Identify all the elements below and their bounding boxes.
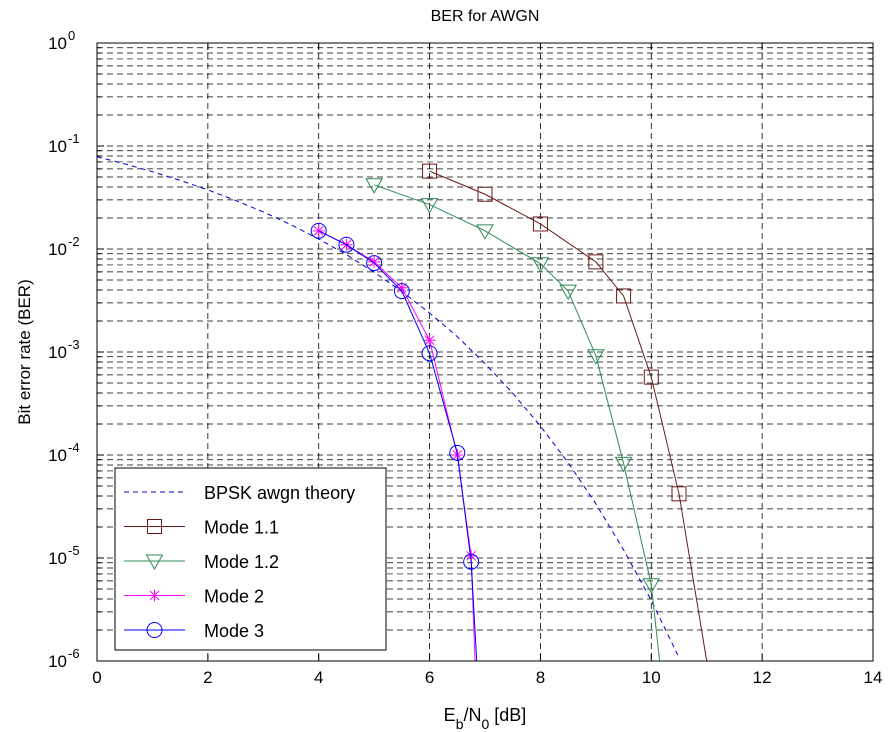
series-2-point [559, 284, 578, 301]
x-tick-label: 4 [314, 668, 323, 687]
y-tick-label: 10 [48, 549, 67, 568]
series-4-point [310, 222, 327, 239]
y-tick-base: 10 [48, 240, 67, 259]
y-tick-base: 10 [48, 549, 67, 568]
x-axis-label-tail: [dB] [489, 705, 526, 725]
axis-ticks [96, 42, 874, 662]
legend-label: Mode 1.2 [204, 552, 279, 572]
y-tick-label: 10 [48, 652, 67, 671]
legend-label: Mode 2 [204, 587, 264, 607]
x-tick-label: 8 [536, 668, 545, 687]
series-2-point [614, 456, 633, 473]
series-3-point [395, 281, 408, 294]
legend-marker-4 [146, 622, 163, 638]
series-line-0 [96, 156, 680, 658]
legend-marker-3 [148, 589, 161, 602]
y-tick-exponent: -2 [68, 234, 80, 249]
x-axis-label-main: E [444, 705, 456, 725]
series-4-point [449, 444, 466, 461]
y-tick-base: 10 [48, 343, 67, 362]
x-tick-label: 6 [425, 668, 434, 687]
x-axis-label-sub2: 0 [481, 716, 489, 732]
y-axis-label: Bit error rate (BER) [15, 279, 34, 424]
x-tick-label: 12 [753, 668, 772, 687]
chart-title: BER for AWGN [431, 8, 540, 25]
y-tick-base: 10 [48, 652, 67, 671]
y-tick-exponent: -1 [68, 131, 80, 146]
x-tick-label: 14 [864, 668, 883, 687]
legend-label: Mode 1.1 [204, 518, 279, 538]
y-tick-exponent: -5 [68, 543, 80, 558]
x-tick-label: 2 [203, 668, 212, 687]
x-tick-label: 10 [642, 668, 661, 687]
series-2-point [586, 349, 605, 365]
legend-marker-2 [145, 554, 164, 571]
series-2-point [476, 224, 494, 240]
series-4-point [366, 255, 383, 272]
y-tick-label: 10 [48, 34, 67, 53]
x-axis-label-sub1: b [456, 716, 464, 732]
series-1-point [643, 369, 659, 385]
y-tick-label: 10 [48, 446, 67, 465]
series-1-point [422, 163, 438, 179]
series-1-point [477, 186, 493, 202]
series-3-point [465, 549, 478, 562]
series-1-point [588, 254, 604, 270]
y-tick-exponent: -3 [68, 337, 80, 352]
series-4-point [393, 283, 410, 300]
x-axis-label-mid: /N [463, 705, 481, 725]
series-lines [96, 156, 708, 662]
series-line-1 [429, 170, 708, 662]
series-1-point [671, 486, 687, 502]
y-tick-base: 10 [48, 34, 67, 53]
series-line-2 [373, 184, 661, 662]
y-tick-exponent: -4 [68, 440, 80, 455]
y-tick-label: 10 [48, 240, 67, 259]
y-tick-exponent: -6 [68, 646, 80, 661]
legend-marker-1 [147, 519, 162, 534]
y-tick-label: 10 [48, 343, 67, 362]
series-4-point [463, 553, 480, 570]
series-4-point [338, 236, 355, 253]
series-3-point [423, 334, 436, 347]
legend-label: BPSK awgn theory [204, 483, 355, 503]
series-3-point [368, 255, 381, 268]
x-axis-label: Eb/N0 [dB] [444, 705, 527, 732]
series-1-point [532, 216, 548, 232]
legend: BPSK awgn theory Mode 1.1 Mode 1.2 Mode 2 Mo… [114, 467, 387, 651]
y-tick-exponent: 0 [68, 28, 75, 43]
legend-label: Mode 3 [204, 621, 264, 641]
series-1-point [616, 288, 632, 304]
series-2-point [365, 178, 384, 194]
series-2-point [642, 578, 661, 594]
y-tick-label: 10 [48, 137, 67, 156]
series-4-point [421, 345, 438, 362]
x-tick-label: 0 [92, 668, 101, 687]
series-2-point [420, 198, 439, 214]
series-2-point [531, 257, 550, 273]
y-tick-base: 10 [48, 137, 67, 156]
series-line-4 [318, 230, 478, 662]
y-tick-base: 10 [48, 446, 67, 465]
